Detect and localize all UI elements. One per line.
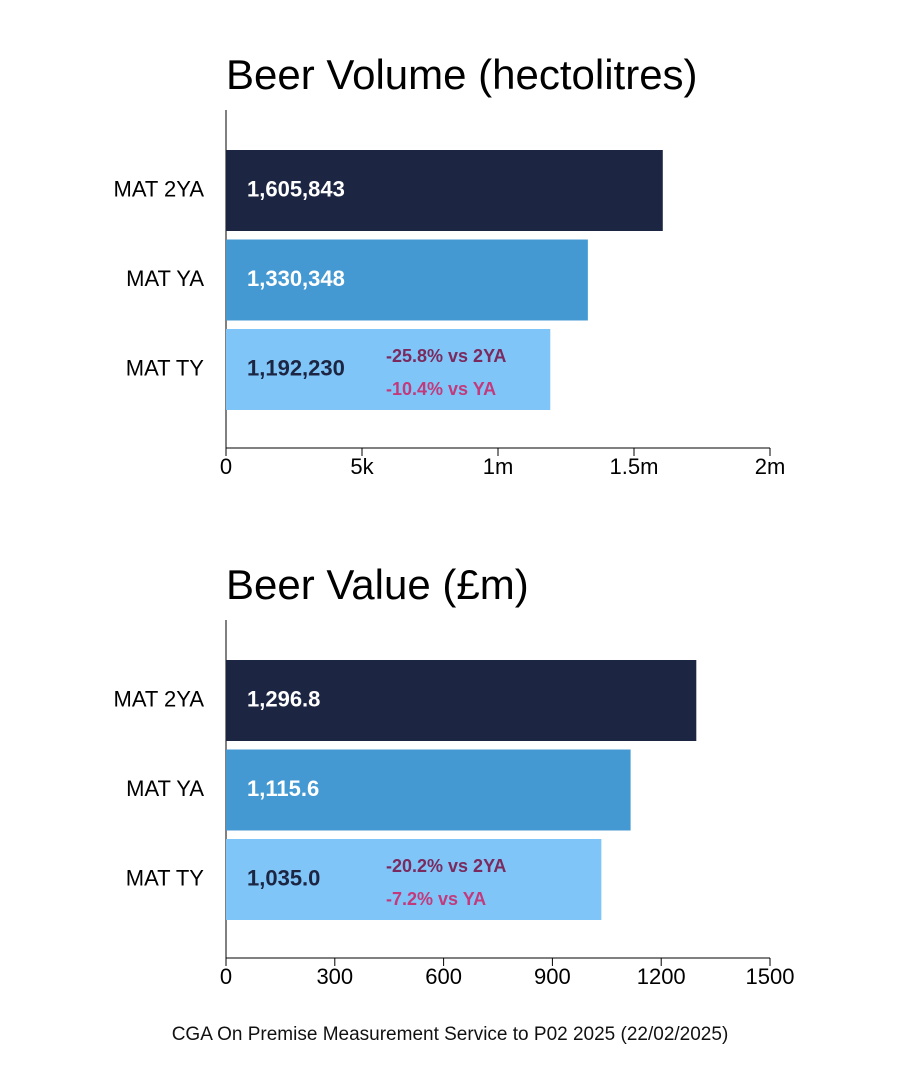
- x-tick-label: 0: [220, 454, 232, 479]
- x-tick-label: 1500: [746, 964, 795, 989]
- annotation: -10.4% vs YA: [386, 379, 496, 399]
- chart-title: Beer Volume (hectolitres): [226, 51, 698, 98]
- x-tick-label: 300: [316, 964, 353, 989]
- annotation: -20.2% vs 2YA: [386, 856, 506, 876]
- y-tick-label: MAT 2YA: [114, 686, 205, 711]
- x-tick-label: 5k: [350, 454, 374, 479]
- value-label: 1,296.8: [247, 686, 320, 711]
- bar: [226, 329, 551, 410]
- source: CGA On Premise Measurement Service to P0…: [172, 1024, 729, 1045]
- bar: [226, 749, 631, 831]
- bar: [226, 239, 588, 321]
- x-tick-label: 600: [425, 964, 462, 989]
- annotation: -7.2% vs YA: [386, 889, 486, 909]
- bar: [226, 839, 602, 920]
- annotation: -25.8% vs 2YA: [386, 346, 506, 366]
- value-label: 1,115.6: [247, 776, 319, 801]
- x-tick-label: 0: [220, 964, 232, 989]
- x-tick-label: 1.5m: [610, 454, 659, 479]
- y-tick-label: MAT TY: [126, 355, 205, 380]
- x-tick-label: 1200: [637, 964, 686, 989]
- value-label: 1,192,230: [247, 355, 345, 380]
- value-label: 1,605,843: [247, 176, 345, 201]
- value-label: 1,330,348: [247, 266, 345, 291]
- y-tick-label: MAT TY: [126, 865, 205, 890]
- bar: [226, 660, 697, 741]
- x-tick-label: 1m: [483, 454, 514, 479]
- value-label: 1,035.0: [247, 865, 320, 890]
- chart-title: Beer Value (£m): [226, 561, 529, 608]
- x-tick-label: 2m: [755, 454, 786, 479]
- y-tick-label: MAT 2YA: [114, 176, 205, 201]
- y-tick-label: MAT YA: [126, 266, 204, 291]
- y-tick-label: MAT YA: [126, 776, 204, 801]
- x-tick-label: 900: [534, 964, 571, 989]
- bar: [226, 150, 663, 231]
